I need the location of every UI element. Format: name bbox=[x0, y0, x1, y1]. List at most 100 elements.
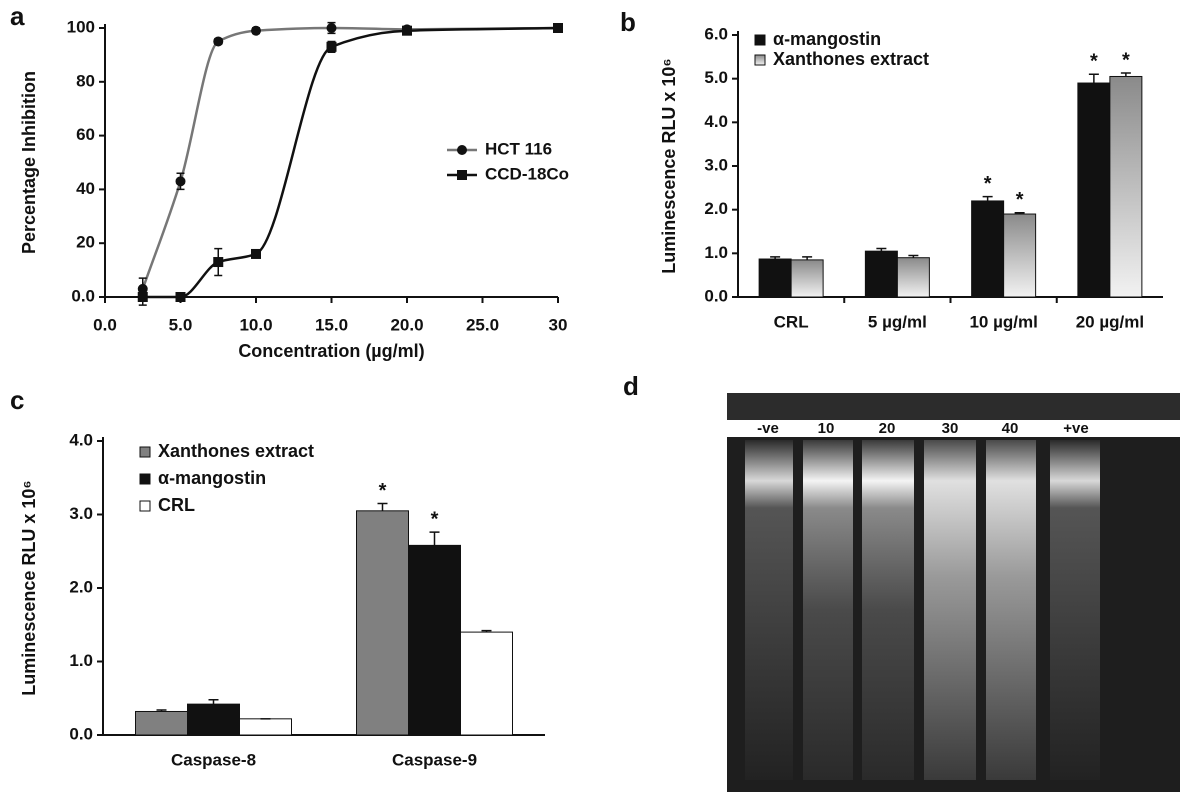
bar bbox=[1077, 82, 1111, 298]
y-tick-label: 2.0 bbox=[704, 199, 728, 218]
point bbox=[326, 23, 337, 33]
y-tick-label: 0.0 bbox=[69, 724, 93, 743]
legend-label: α-mangostin bbox=[158, 468, 266, 488]
error-bar bbox=[1014, 211, 1025, 215]
bar bbox=[864, 250, 898, 298]
x-axis-label: Concentration (µg/ml) bbox=[238, 341, 424, 361]
gel-lane bbox=[924, 440, 976, 780]
gel-lane bbox=[986, 440, 1036, 780]
error-bar bbox=[908, 254, 919, 258]
x-tick-label: 10 µg/ml bbox=[969, 312, 1037, 331]
error-bar bbox=[481, 629, 492, 633]
x-tick-label: 0.0 bbox=[93, 315, 117, 334]
legend-swatch bbox=[139, 500, 151, 512]
y-tick-label: 20 bbox=[76, 233, 95, 252]
gel-image bbox=[727, 393, 1180, 792]
y-tick-label: 6.0 bbox=[704, 24, 728, 43]
panel-letter: b bbox=[620, 7, 636, 37]
x-tick-label: 10.0 bbox=[239, 315, 272, 334]
gel-lane bbox=[862, 440, 914, 780]
lane-label: 10 bbox=[818, 420, 835, 437]
point bbox=[553, 23, 563, 33]
legend-marker bbox=[457, 145, 467, 155]
gel-well-strip bbox=[727, 393, 1180, 421]
error-bar bbox=[982, 195, 993, 201]
lane-label: -ve bbox=[757, 420, 779, 437]
y-tick-label: 100 bbox=[67, 17, 95, 36]
error-bar bbox=[377, 502, 388, 511]
bar bbox=[408, 544, 461, 736]
y-tick-label: 0.0 bbox=[704, 286, 728, 305]
y-tick-label: 4.0 bbox=[69, 430, 93, 449]
x-tick-label: 25.0 bbox=[466, 315, 499, 334]
point bbox=[213, 257, 224, 268]
panel-letter: c bbox=[10, 385, 24, 415]
y-tick-label: 80 bbox=[76, 71, 95, 90]
point bbox=[175, 176, 186, 187]
panel-letter: a bbox=[10, 1, 25, 31]
y-axis-label: Luminescence RLU x 10⁶ bbox=[19, 480, 39, 695]
gel-lane bbox=[1050, 440, 1100, 780]
x-tick-label: 5.0 bbox=[169, 315, 193, 334]
error-bar bbox=[208, 698, 219, 705]
bar bbox=[1109, 75, 1143, 298]
bar bbox=[896, 257, 930, 298]
x-tick-label: 20 µg/ml bbox=[1076, 312, 1144, 331]
error-bar bbox=[876, 247, 887, 252]
significance-mark: * bbox=[379, 480, 387, 502]
x-tick-label: Caspase-8 bbox=[171, 750, 256, 769]
bar bbox=[1003, 213, 1037, 298]
legend-label: Xanthones extract bbox=[773, 49, 929, 69]
significance-mark: * bbox=[1016, 189, 1024, 211]
y-axis-label: Percentage Inhibition bbox=[19, 71, 39, 254]
y-axis-label: Luminescence RLU x 10⁶ bbox=[659, 58, 679, 273]
x-tick-label: Caspase-9 bbox=[392, 750, 477, 769]
error-bar bbox=[770, 256, 781, 260]
legend-swatch bbox=[754, 34, 766, 46]
y-tick-label: 0.0 bbox=[71, 286, 95, 305]
significance-mark: * bbox=[1090, 51, 1098, 73]
lane-label: 40 bbox=[1002, 420, 1019, 437]
legend-swatch bbox=[754, 54, 766, 66]
error-bar bbox=[802, 256, 813, 260]
y-tick-label: 5.0 bbox=[704, 68, 728, 87]
lane-label: 20 bbox=[879, 420, 896, 437]
gel-label-strip bbox=[727, 420, 1180, 437]
error-bar bbox=[156, 709, 167, 712]
bar bbox=[758, 258, 792, 298]
x-tick-label: 5 µg/ml bbox=[868, 312, 927, 331]
error-bar bbox=[429, 531, 440, 546]
x-tick-label: CRL bbox=[774, 312, 809, 331]
series-line bbox=[142, 26, 559, 299]
y-tick-label: 40 bbox=[76, 179, 95, 198]
panel-letter: d bbox=[623, 371, 639, 401]
lane-label: 30 bbox=[942, 420, 959, 437]
significance-mark: * bbox=[431, 508, 439, 530]
bar bbox=[790, 259, 824, 298]
error-bar bbox=[1088, 73, 1099, 84]
legend-label: HCT 116 bbox=[485, 139, 552, 158]
lane-label: +ve bbox=[1063, 420, 1088, 437]
x-tick-label: 20.0 bbox=[390, 315, 423, 334]
y-tick-label: 1.0 bbox=[69, 651, 93, 670]
bar bbox=[971, 200, 1005, 298]
legend-swatch bbox=[139, 446, 151, 458]
bar bbox=[135, 710, 188, 736]
legend-label: Xanthones extract bbox=[158, 441, 314, 461]
bar bbox=[187, 703, 240, 736]
point bbox=[213, 36, 224, 47]
y-tick-label: 3.0 bbox=[69, 504, 93, 523]
point bbox=[326, 41, 337, 52]
significance-mark: * bbox=[984, 173, 992, 195]
y-tick-label: 3.0 bbox=[704, 155, 728, 174]
point bbox=[137, 292, 148, 302]
bar bbox=[239, 718, 292, 736]
legend-label: CCD-18Co bbox=[485, 164, 569, 183]
y-tick-label: 4.0 bbox=[704, 112, 728, 131]
legend-swatch bbox=[139, 473, 151, 485]
legend-label: α-mangostin bbox=[773, 29, 881, 49]
significance-mark: * bbox=[1122, 49, 1130, 71]
x-tick-label: 15.0 bbox=[315, 315, 348, 334]
point bbox=[402, 25, 412, 36]
